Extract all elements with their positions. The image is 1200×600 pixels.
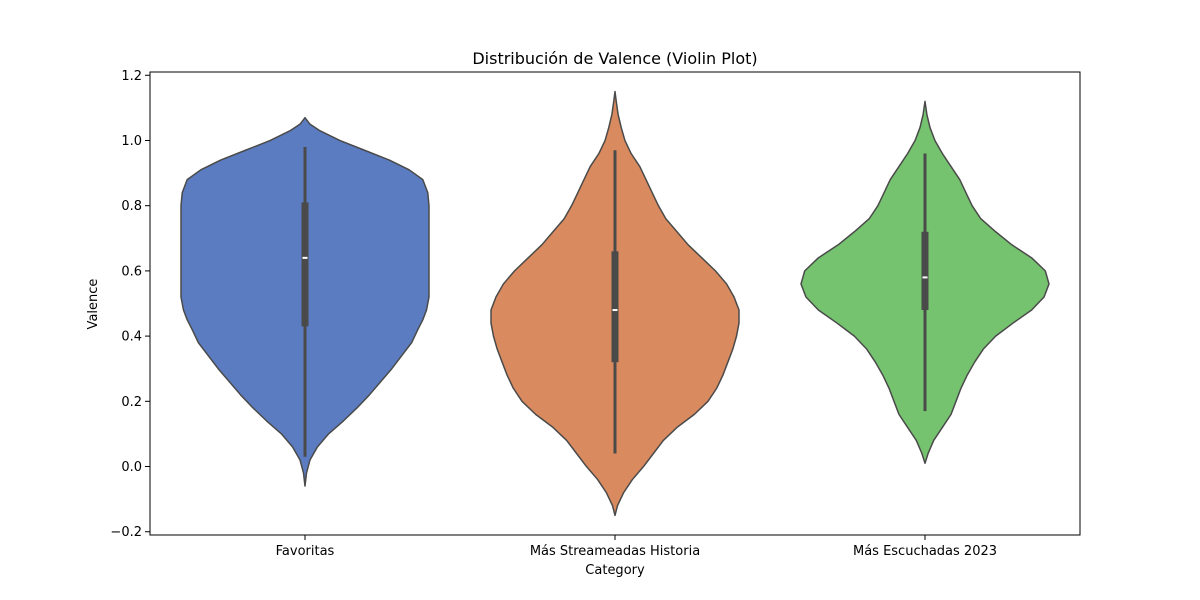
iqr-box-2 [611, 251, 619, 363]
x-tick-label: Favoritas [276, 544, 335, 559]
x-axis: Favoritas Más Streameadas Historia Más Esc… [276, 535, 997, 559]
y-tick-label: 0.6 [121, 264, 142, 279]
y-tick-label: 0.4 [121, 330, 142, 345]
chart-title: Distribución de Valence (Violin Plot) [472, 49, 757, 68]
y-axis: −0.2 0.0 0.2 0.4 0.6 0.8 1.0 1.2 [110, 69, 150, 540]
x-tick-label: Más Escuchadas 2023 [853, 544, 997, 559]
y-tick-label: 1.0 [121, 134, 142, 149]
x-axis-label: Category [585, 563, 645, 578]
y-tick-label: 0.2 [121, 395, 142, 410]
y-tick-label: −0.2 [110, 525, 142, 540]
y-tick-label: 0.8 [121, 199, 142, 214]
boxes-layer [301, 146, 929, 457]
iqr-box-1 [301, 202, 309, 327]
y-axis-label: Valence [86, 279, 101, 330]
y-tick-label: 1.2 [121, 69, 142, 84]
y-tick-label: 0.0 [121, 460, 142, 475]
x-tick-label: Más Streameadas Historia [530, 544, 700, 559]
iqr-box-3 [921, 231, 929, 311]
